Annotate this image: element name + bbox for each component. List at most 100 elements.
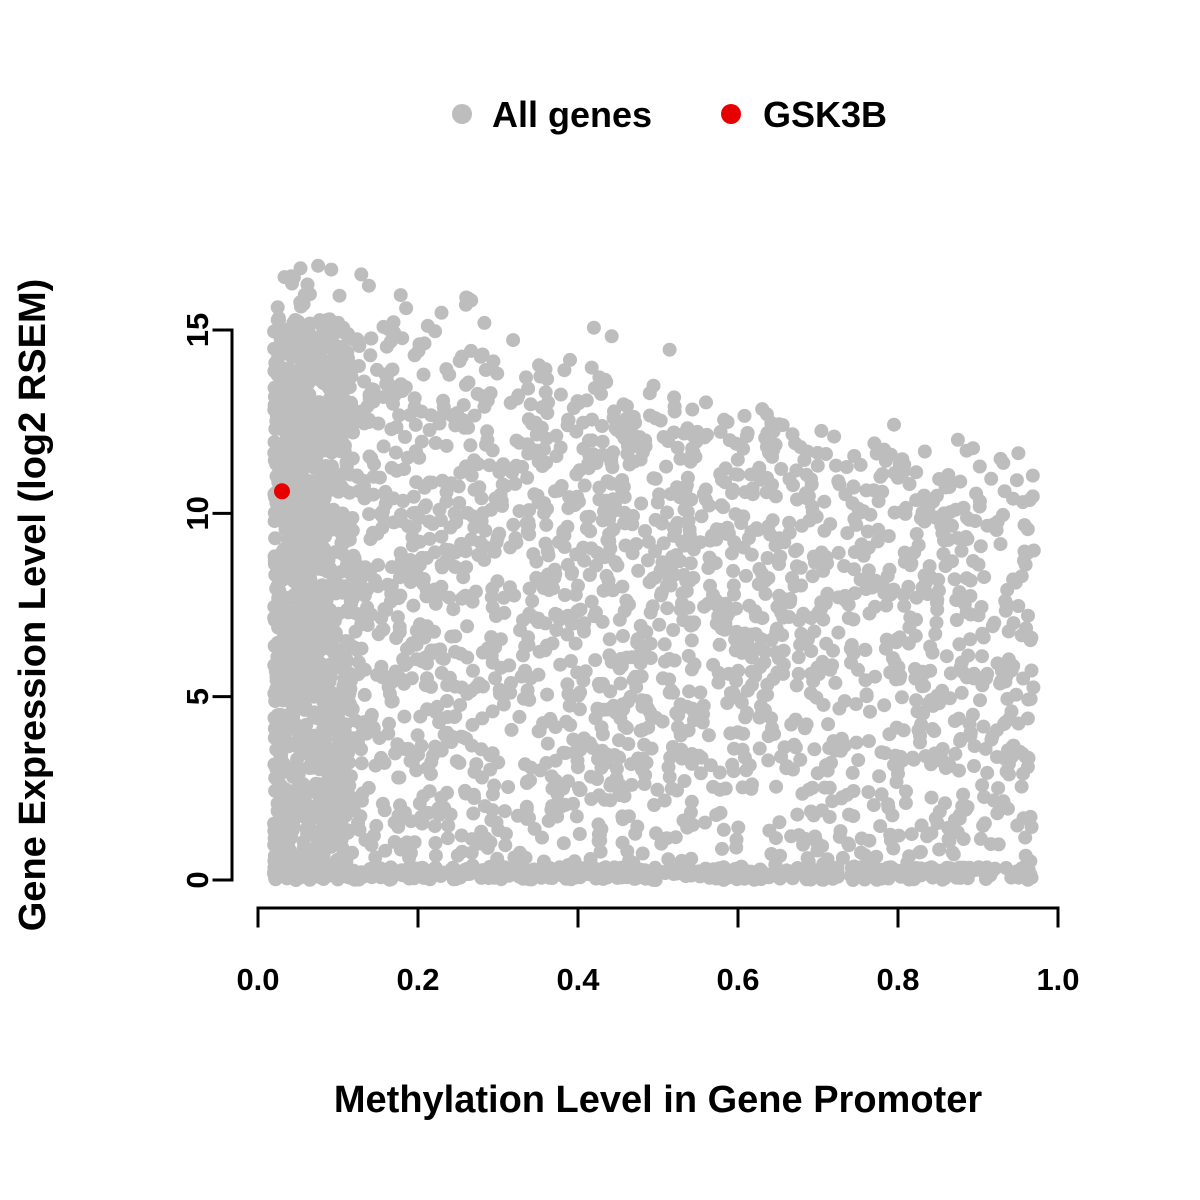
data-point: [599, 493, 614, 508]
y-tick-label: 10: [180, 496, 215, 530]
data-point: [907, 866, 922, 881]
data-point: [566, 616, 581, 631]
data-point: [584, 594, 599, 609]
data-point: [361, 278, 376, 293]
data-point: [887, 654, 902, 669]
data-point: [881, 529, 896, 544]
data-point: [300, 657, 315, 672]
data-point: [522, 518, 536, 533]
data-point: [561, 774, 576, 789]
data-point: [427, 545, 442, 560]
data-point: [685, 402, 700, 417]
data-point: [862, 606, 877, 621]
data-point: [451, 479, 466, 494]
data-point: [927, 746, 942, 761]
data-point: [376, 439, 391, 454]
data-point: [785, 427, 800, 442]
data-point: [806, 808, 821, 823]
data-point: [300, 443, 315, 458]
data-point: [626, 509, 640, 523]
data-point: [712, 637, 727, 652]
data-point: [858, 643, 873, 658]
data-point: [541, 548, 556, 563]
data-point: [434, 558, 449, 572]
data-point: [448, 709, 463, 724]
data-point: [814, 423, 829, 438]
data-point: [294, 420, 309, 435]
data-point: [453, 698, 468, 713]
data-point: [557, 540, 572, 554]
data-point: [797, 721, 812, 736]
data-point: [875, 484, 890, 499]
data-point: [909, 527, 924, 541]
data-point: [1004, 663, 1019, 678]
data-point: [386, 491, 401, 506]
data-point: [277, 613, 292, 628]
data-point: [302, 316, 317, 331]
data-point: [648, 471, 663, 486]
data-point: [278, 400, 293, 415]
data-point: [383, 594, 398, 609]
data-point: [288, 313, 303, 327]
data-point: [540, 371, 555, 386]
legend-label-all-genes: All genes: [492, 94, 652, 135]
data-point: [479, 837, 494, 852]
data-point: [1020, 711, 1035, 726]
data-point: [509, 433, 524, 448]
data-point: [654, 588, 668, 603]
data-point: [498, 838, 513, 853]
data-point: [342, 467, 357, 482]
data-point: [868, 669, 882, 684]
data-point: [915, 664, 930, 679]
data-point: [335, 415, 350, 430]
data-point: [267, 505, 282, 520]
data-point: [572, 827, 587, 841]
data-point: [401, 741, 416, 756]
x-axis-title: Methylation Level in Gene Promoter: [334, 1079, 982, 1121]
data-point: [849, 697, 863, 712]
data-point: [722, 433, 737, 448]
data-point: [1025, 489, 1040, 504]
data-point: [752, 710, 767, 725]
data-point: [431, 801, 446, 816]
data-point: [660, 505, 675, 520]
data-point: [504, 722, 519, 737]
data-point: [584, 360, 599, 375]
data-point: [520, 689, 535, 704]
data-point: [319, 581, 334, 596]
data-point: [693, 766, 708, 781]
data-point: [556, 836, 571, 851]
data-point: [597, 504, 611, 519]
data-point: [566, 732, 581, 747]
data-point: [604, 776, 619, 790]
data-point: [492, 686, 507, 701]
data-point: [353, 809, 368, 824]
data-point: [449, 515, 464, 530]
data-point: [361, 780, 376, 795]
data-point: [393, 288, 408, 303]
x-tick-label: 1.0: [1036, 962, 1079, 997]
data-point: [998, 593, 1013, 608]
data-point: [350, 643, 365, 658]
data-point: [680, 820, 695, 835]
data-point: [699, 395, 713, 410]
data-point: [788, 544, 803, 559]
data-point: [309, 552, 324, 567]
data-point: [409, 475, 424, 490]
data-point: [1020, 872, 1035, 887]
data-point: [656, 430, 671, 444]
data-point: [662, 770, 677, 784]
data-point: [684, 633, 699, 648]
data-point: [477, 799, 492, 814]
data-point: [960, 532, 975, 546]
data-point: [357, 374, 372, 389]
data-point: [666, 623, 681, 637]
data-point: [832, 701, 847, 716]
data-point: [713, 614, 728, 629]
data-point: [740, 636, 755, 651]
data-point: [435, 651, 450, 666]
data-point: [460, 650, 475, 665]
data-point: [338, 779, 353, 794]
data-point: [1014, 779, 1029, 794]
data-point: [600, 474, 615, 489]
